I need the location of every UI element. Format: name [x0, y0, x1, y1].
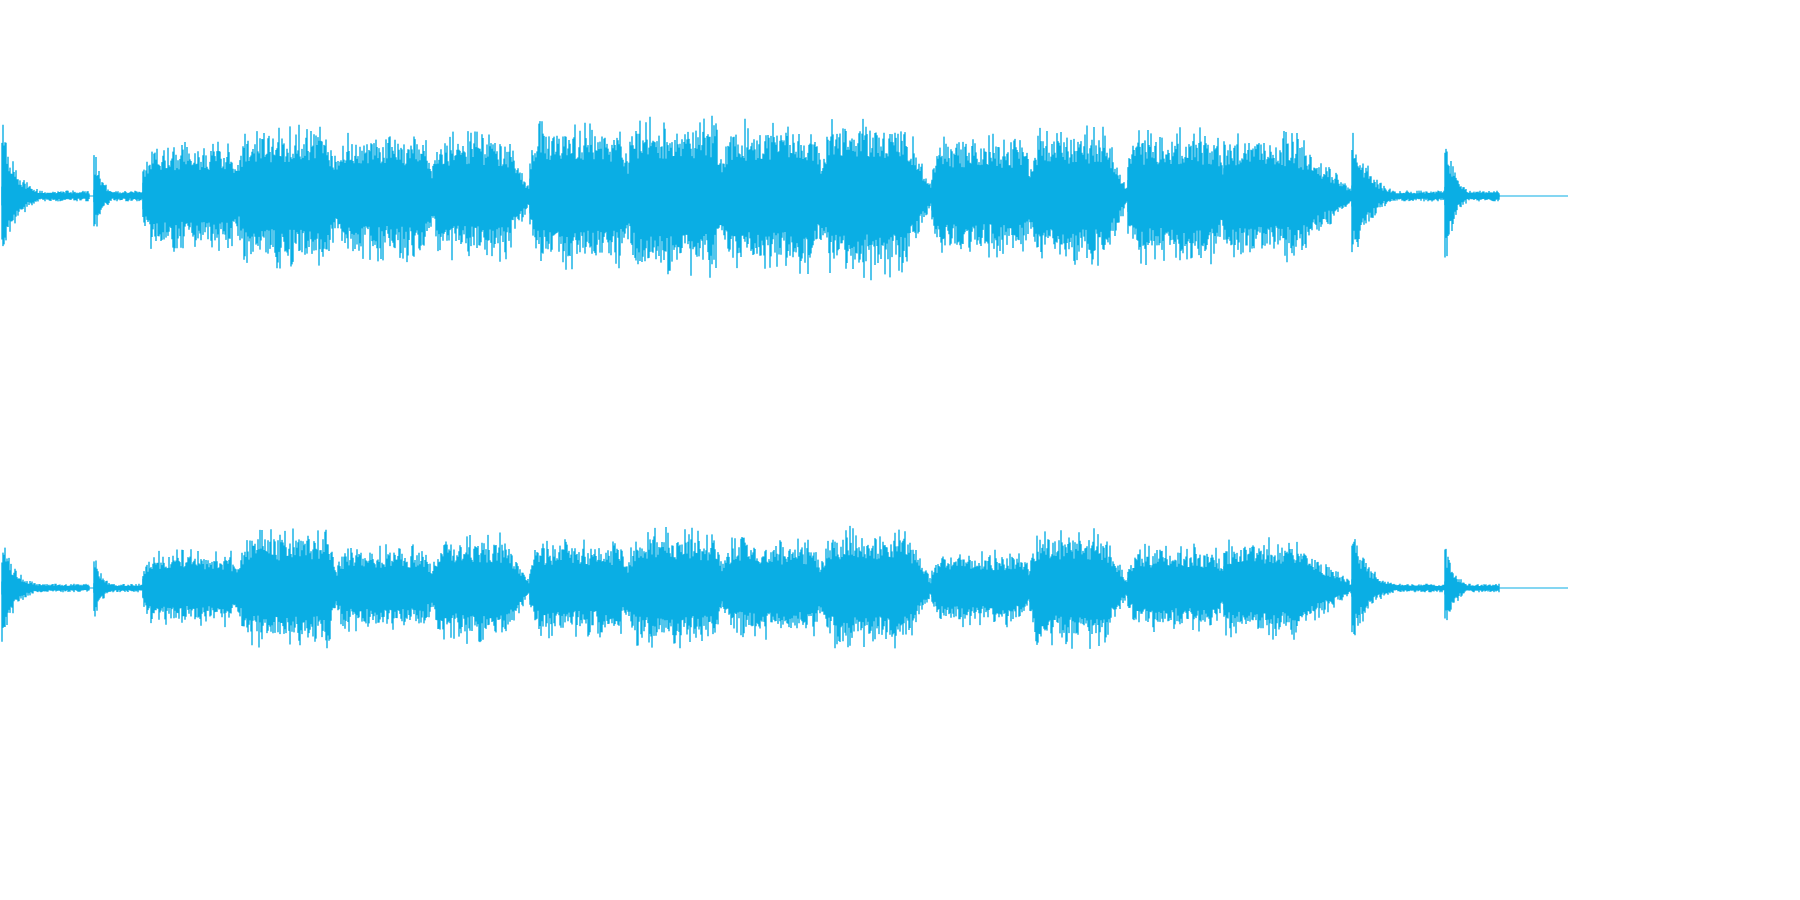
upper-channel-waveform[interactable] [1, 115, 1568, 281]
lower-channel-waveform[interactable] [1, 525, 1568, 649]
waveform-core [1, 561, 1500, 615]
waveform-core [1, 160, 1500, 232]
